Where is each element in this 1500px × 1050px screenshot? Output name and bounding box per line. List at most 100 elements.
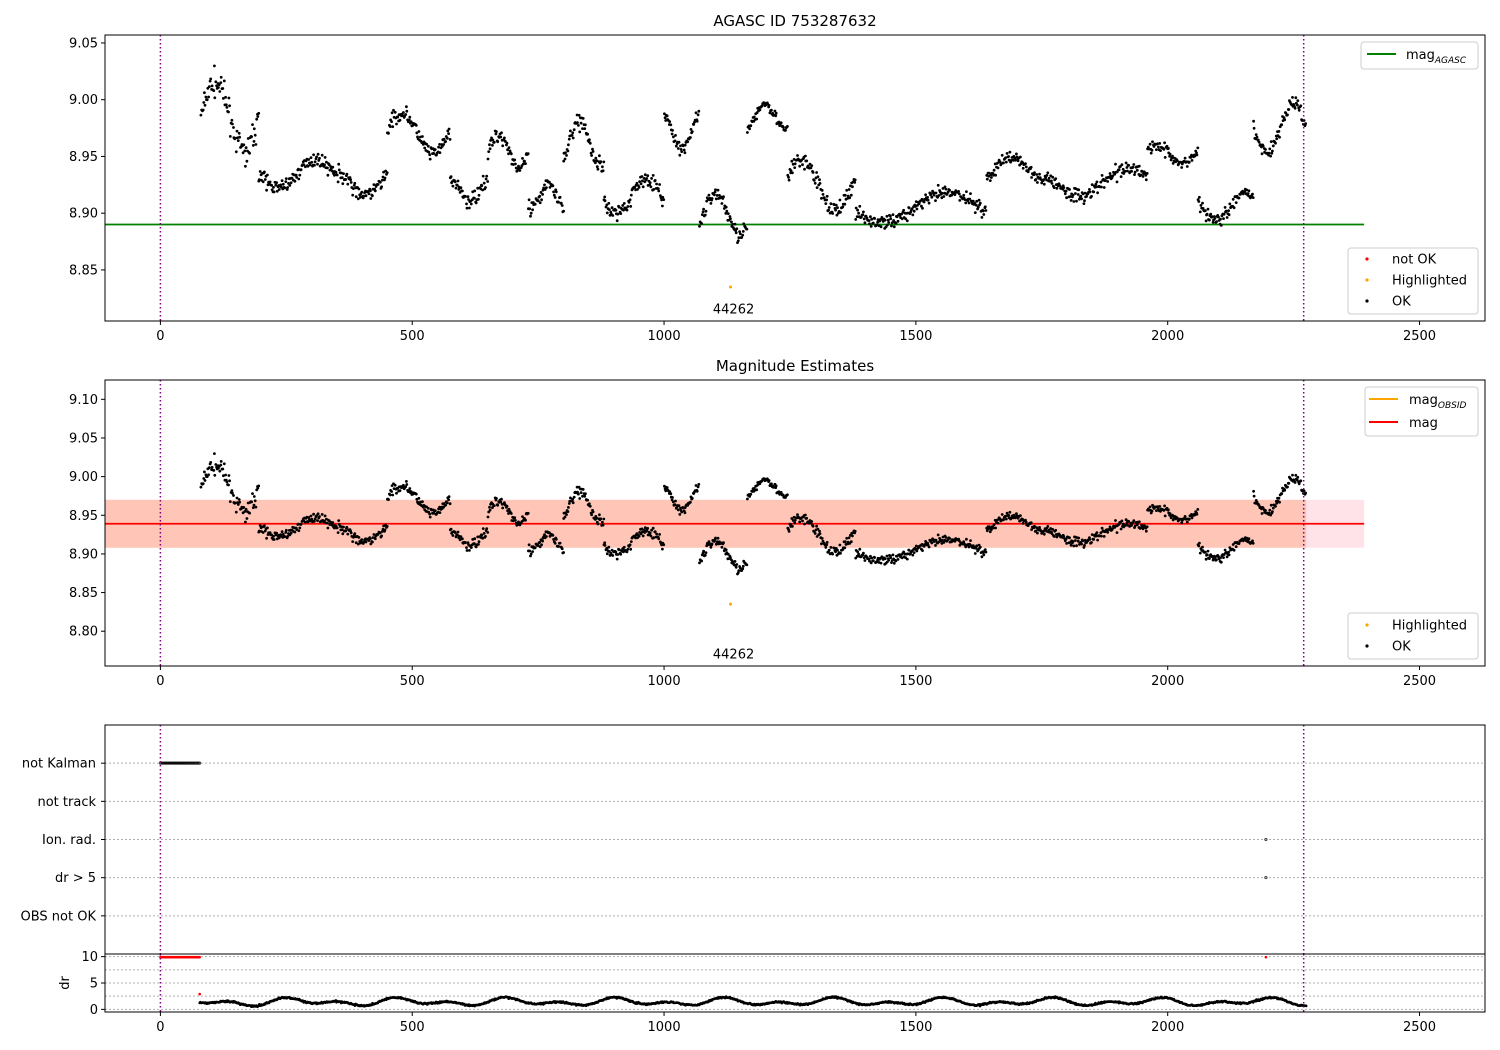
ok-point [789, 169, 793, 173]
ok-point [356, 542, 360, 546]
ok-point [306, 520, 310, 524]
ok-point [465, 549, 469, 552]
ok-point [563, 515, 567, 519]
ok-point [231, 122, 234, 126]
ok-point [1228, 202, 1232, 206]
panel-title: AGASC ID 753287632 [713, 12, 876, 30]
ok-point [921, 206, 924, 210]
ok-point [449, 527, 453, 531]
ok-point [964, 201, 968, 205]
ok-point [672, 500, 675, 504]
ok-point [868, 559, 871, 563]
ok-point [326, 173, 330, 177]
ok-point [1228, 546, 1232, 549]
ok-point [489, 139, 492, 142]
legend-label: Highlighted [1392, 619, 1467, 634]
ok-points [199, 64, 1307, 245]
ok-point [222, 462, 226, 466]
ok-point [856, 550, 859, 554]
ok-point [697, 483, 701, 486]
ok-point [514, 519, 517, 522]
ok-point [201, 482, 205, 485]
ok-point [1068, 195, 1072, 198]
ok-point [1269, 140, 1273, 144]
ok-point [205, 98, 209, 102]
ok-point [414, 492, 418, 496]
ok-point [1032, 173, 1036, 177]
ok-point [873, 217, 876, 220]
ok-point [601, 520, 604, 524]
ok-point [353, 532, 357, 535]
ok-point [1068, 188, 1071, 191]
ok-point [790, 517, 794, 520]
legend-box [1347, 612, 1479, 660]
ok-point [1195, 151, 1198, 155]
ok-point [879, 561, 883, 565]
legend-label: mag [1409, 416, 1438, 431]
ok-point [733, 560, 737, 563]
ok-point [199, 113, 203, 117]
ok-point [818, 178, 821, 182]
ok-point [1131, 165, 1135, 169]
ok-point [1264, 509, 1267, 512]
ok-point [804, 513, 807, 517]
ok-point [1284, 111, 1288, 115]
ok-point [1000, 513, 1004, 516]
ok-point [395, 491, 398, 495]
ok-point [326, 521, 329, 525]
ok-point [1029, 521, 1033, 525]
ok-point [1125, 166, 1129, 169]
ok-point [975, 203, 978, 207]
ok-point [567, 143, 570, 147]
ok-point [333, 526, 336, 530]
ok-point [571, 136, 575, 140]
ok-point [689, 500, 692, 504]
ok-point [1217, 555, 1220, 558]
ok-point [1124, 518, 1128, 522]
ok-point [1185, 520, 1189, 524]
ok-point [337, 168, 341, 172]
ok-point [848, 196, 852, 200]
ok-point [793, 521, 797, 525]
ok-point [402, 483, 405, 487]
ok-point [1291, 96, 1294, 99]
ok-point [552, 190, 555, 194]
ok-point [735, 563, 739, 566]
ok-point [1095, 180, 1099, 184]
ok-point [307, 158, 311, 161]
ok-point [540, 198, 543, 202]
ok-point [720, 202, 724, 205]
ok-point [601, 523, 605, 527]
y-tick-label: 8.85 [69, 586, 98, 601]
ok-point [994, 526, 997, 530]
ok-point [740, 236, 744, 239]
ok-point [1100, 174, 1104, 177]
ok-point [1246, 192, 1250, 195]
ok-point [1168, 154, 1171, 158]
ok-point [473, 537, 477, 541]
ok-point [263, 524, 266, 528]
ok-point [552, 538, 555, 541]
ok-point [326, 526, 330, 530]
ok-point [293, 530, 297, 534]
ok-point [557, 200, 560, 204]
ok-point [1251, 541, 1255, 545]
ok-point [302, 163, 306, 167]
ok-point [595, 516, 599, 520]
ok-point [1117, 168, 1121, 172]
ok-point [230, 118, 234, 122]
ok-point [906, 552, 910, 556]
ok-point [202, 101, 206, 104]
ok-point [1213, 217, 1217, 220]
ok-point [215, 84, 219, 88]
ok-point [663, 116, 667, 120]
ok-point [272, 538, 276, 541]
x-tick-label: 1000 [648, 329, 681, 344]
flag-point [168, 761, 172, 765]
ok-point [957, 190, 960, 193]
ok-point [731, 222, 735, 226]
flag-point [171, 761, 175, 765]
